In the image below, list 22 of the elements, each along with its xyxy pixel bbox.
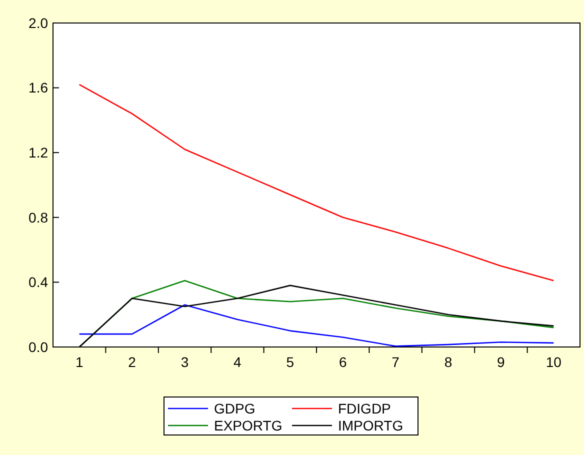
legend-label: FDIGDP [338, 400, 391, 416]
y-tick-label: 1.6 [28, 80, 48, 96]
y-tick-label: 0.8 [28, 209, 48, 226]
y-tick-label: 0.4 [28, 274, 48, 290]
line-series [78, 84, 554, 282]
x-tick-label: 2 [128, 354, 136, 370]
x-tick-label: 3 [180, 354, 189, 370]
x-tick-label: 5 [286, 354, 294, 370]
y-tick-label: 0.0 [28, 338, 48, 355]
x-tick-label: 1 [75, 354, 84, 370]
x-tick-label: 8 [444, 354, 452, 370]
y-tick-label: 2.0 [28, 14, 48, 31]
legend-label: IMPORTG [338, 417, 404, 434]
x-tick-label: 6 [338, 354, 347, 370]
x-tick-label: 9 [497, 354, 506, 370]
legend-label: GDPG [214, 400, 256, 416]
x-tick-label: 7 [392, 354, 400, 370]
y-tick-label: 1.2 [28, 144, 48, 160]
line-series [78, 304, 554, 347]
x-tick-label: 4 [234, 354, 242, 370]
x-tick-label: 10 [546, 354, 562, 370]
legend-label: EXPORTG [214, 417, 282, 434]
